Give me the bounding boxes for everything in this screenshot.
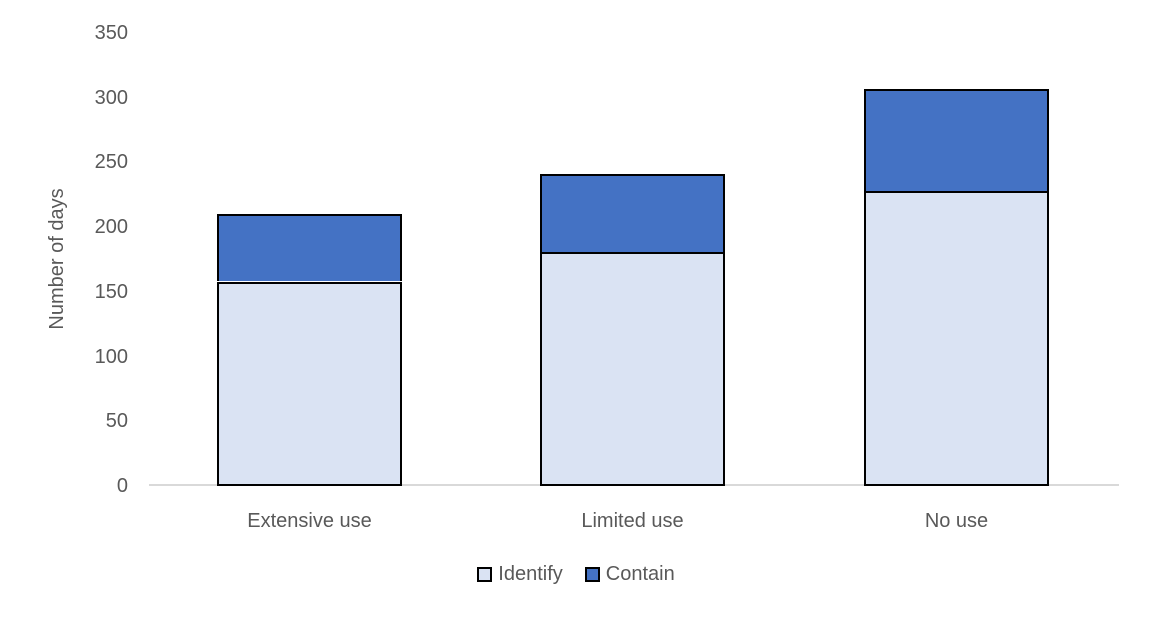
x-axis-category-label: Extensive use bbox=[247, 510, 372, 532]
y-axis-tick-label: 350 bbox=[94, 22, 128, 44]
legend-swatch-icon bbox=[477, 566, 493, 582]
y-axis-tick-label: 150 bbox=[94, 280, 128, 303]
y-axis-tick-label: 0 bbox=[116, 475, 128, 497]
y-axis-tick-label: 250 bbox=[94, 151, 128, 174]
legend-label: Contain bbox=[605, 563, 675, 585]
x-axis-category-label: Limited use bbox=[581, 510, 684, 532]
legend-item-contain: Contain bbox=[584, 563, 675, 585]
y-axis-tick-label: 100 bbox=[94, 345, 128, 368]
y-axis-tick-label: 200 bbox=[94, 216, 128, 239]
bar-segment-identify-extensive-use bbox=[217, 281, 402, 486]
y-axis-tick-label: 300 bbox=[94, 86, 128, 109]
chart-legend: Identify Contain bbox=[0, 563, 1152, 585]
y-axis-tick-label: 50 bbox=[105, 410, 128, 433]
bar-segment-contain-no-use bbox=[864, 88, 1049, 191]
legend-label: Identify bbox=[498, 563, 563, 585]
bar-segment-contain-extensive-use bbox=[217, 214, 402, 282]
bar-segment-contain-limited-use bbox=[540, 174, 725, 252]
x-axis-category-label: No use bbox=[924, 510, 989, 532]
bar-segment-identify-no-use bbox=[864, 190, 1049, 486]
legend-item-identify: Identify bbox=[477, 563, 563, 585]
legend-swatch-icon bbox=[584, 566, 600, 582]
bar-segment-identify-limited-use bbox=[540, 251, 725, 486]
